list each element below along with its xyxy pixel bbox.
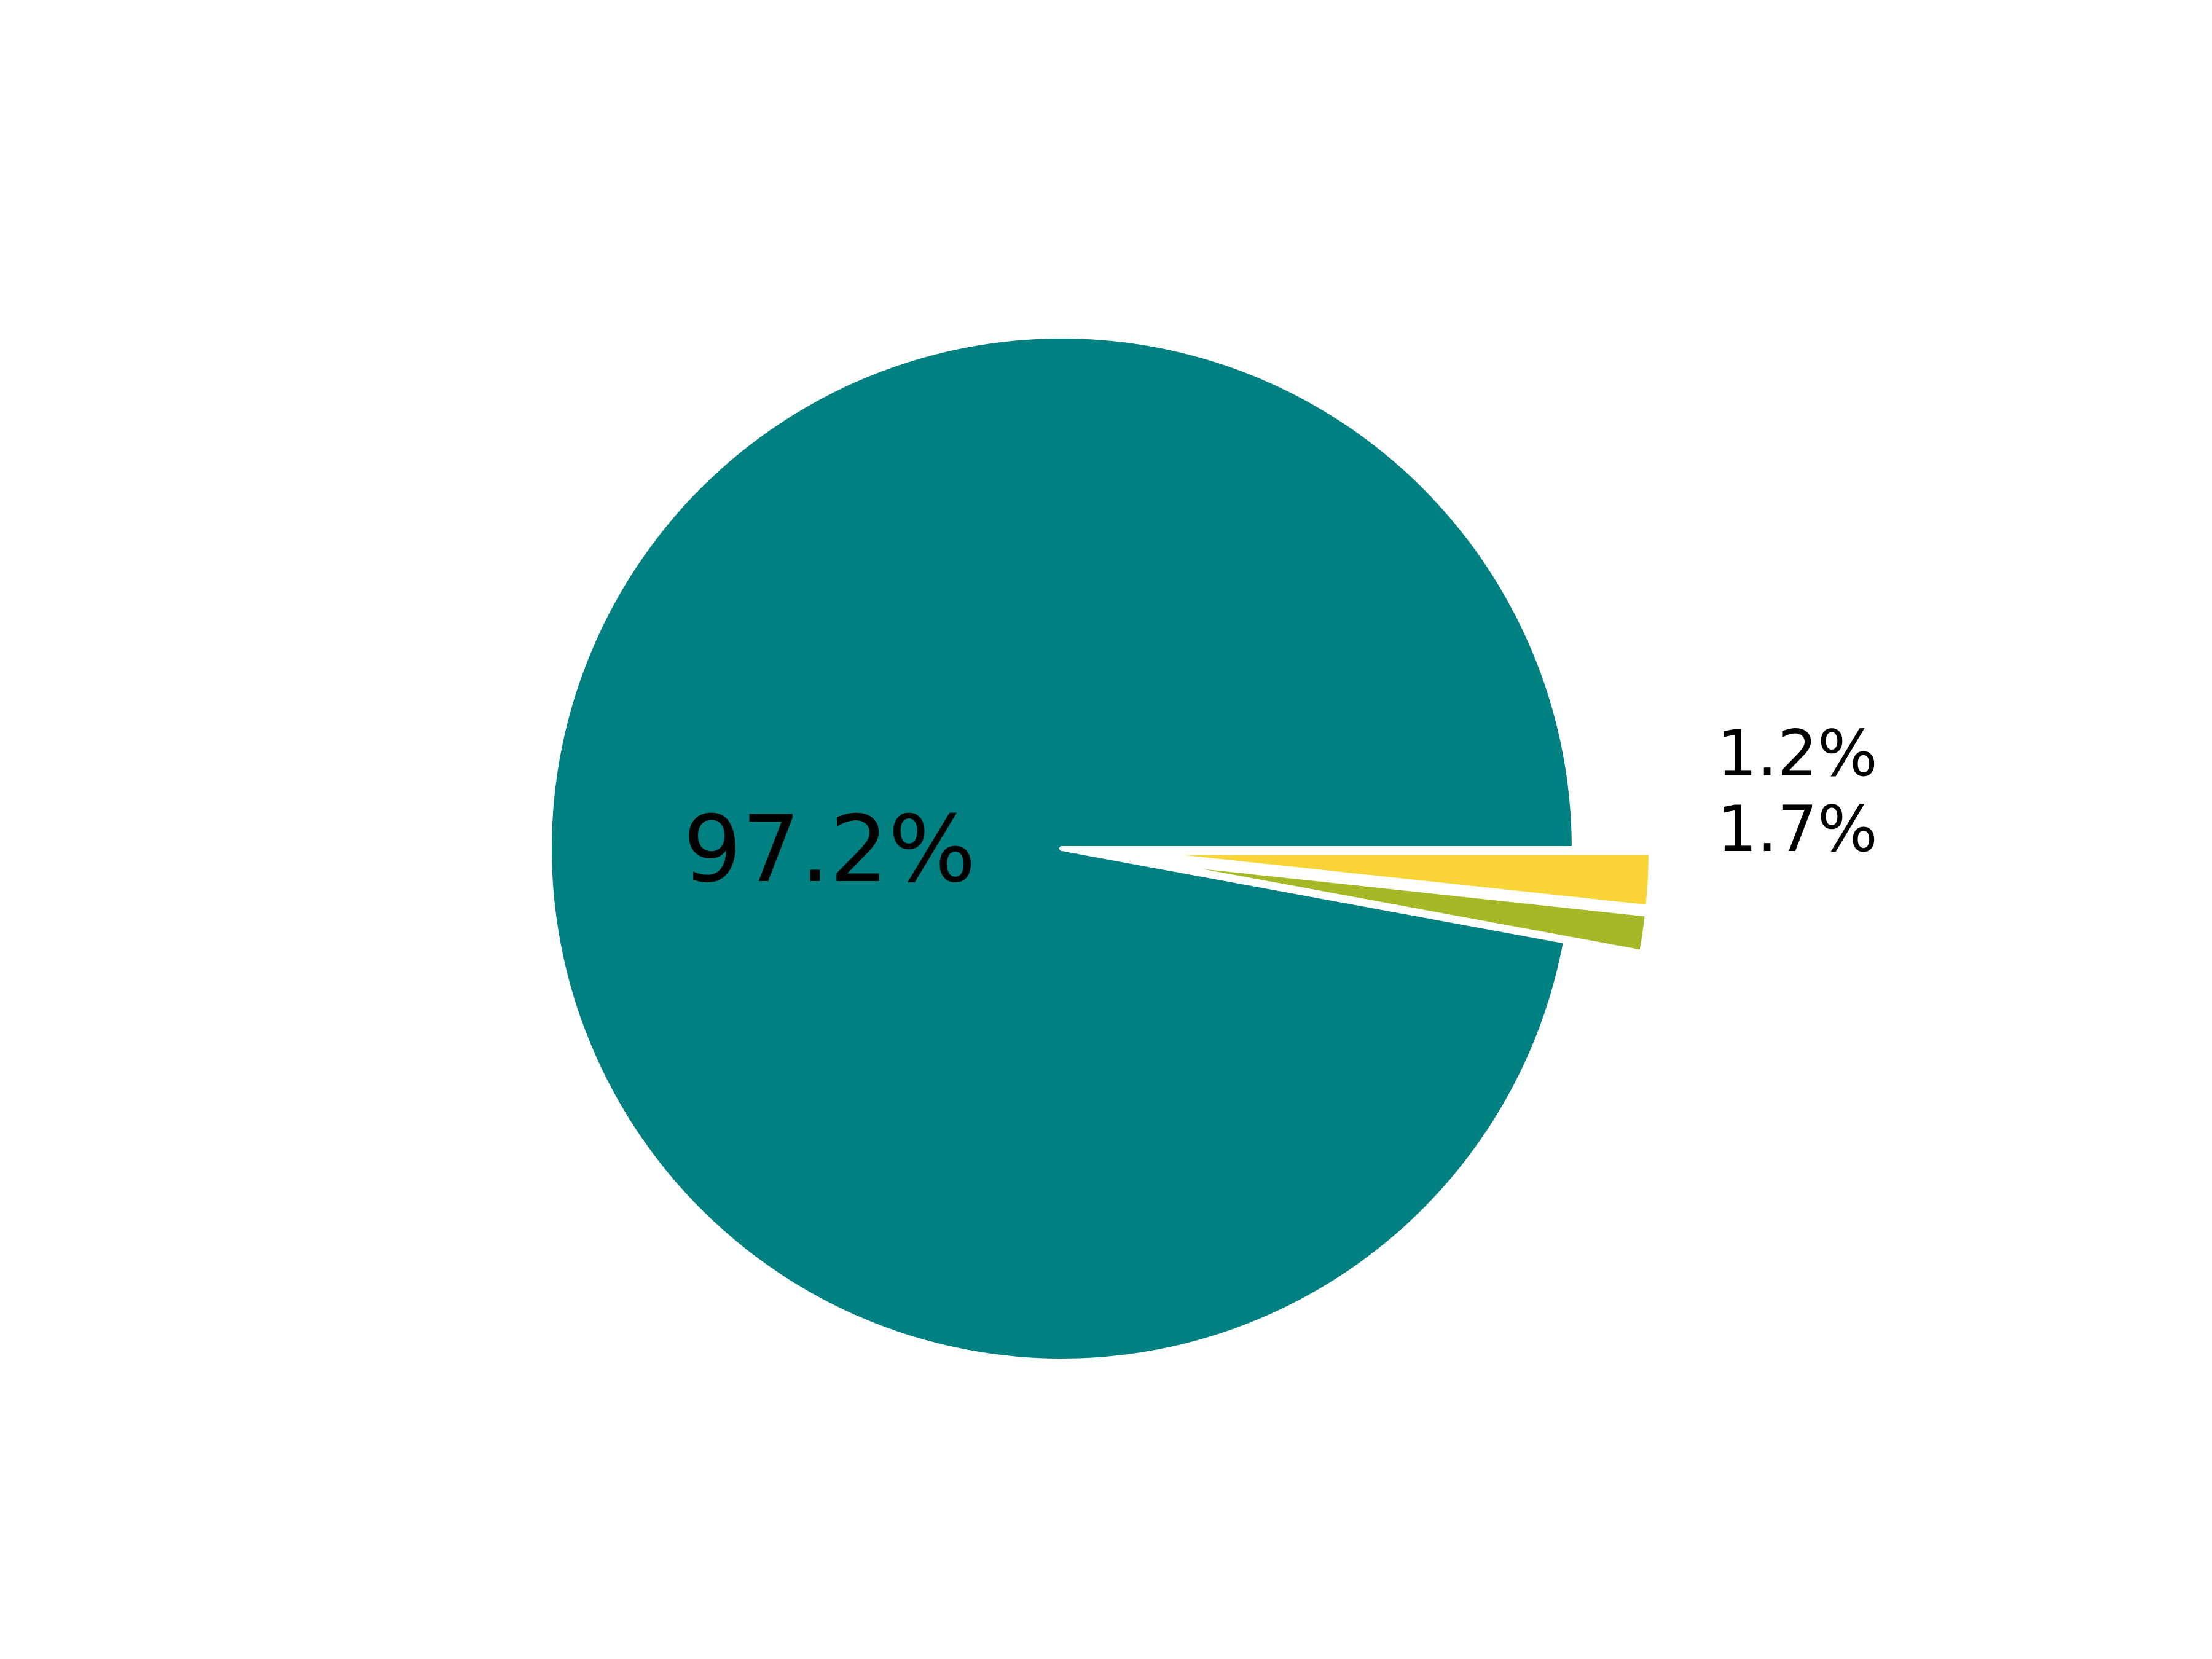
slice-label-1: 1.2% — [1717, 717, 1878, 791]
pie-slice-1 — [1135, 857, 1650, 955]
pie-slices — [547, 334, 1653, 1363]
slice-label-2: 1.7% — [1717, 793, 1878, 866]
pie-labels: 97.2% 1.2%1.7% — [683, 717, 1878, 903]
pie-slice-0 — [547, 334, 1577, 1363]
pie-slice-2 — [1135, 850, 1653, 910]
slice-label-0: 97.2% — [683, 796, 976, 903]
